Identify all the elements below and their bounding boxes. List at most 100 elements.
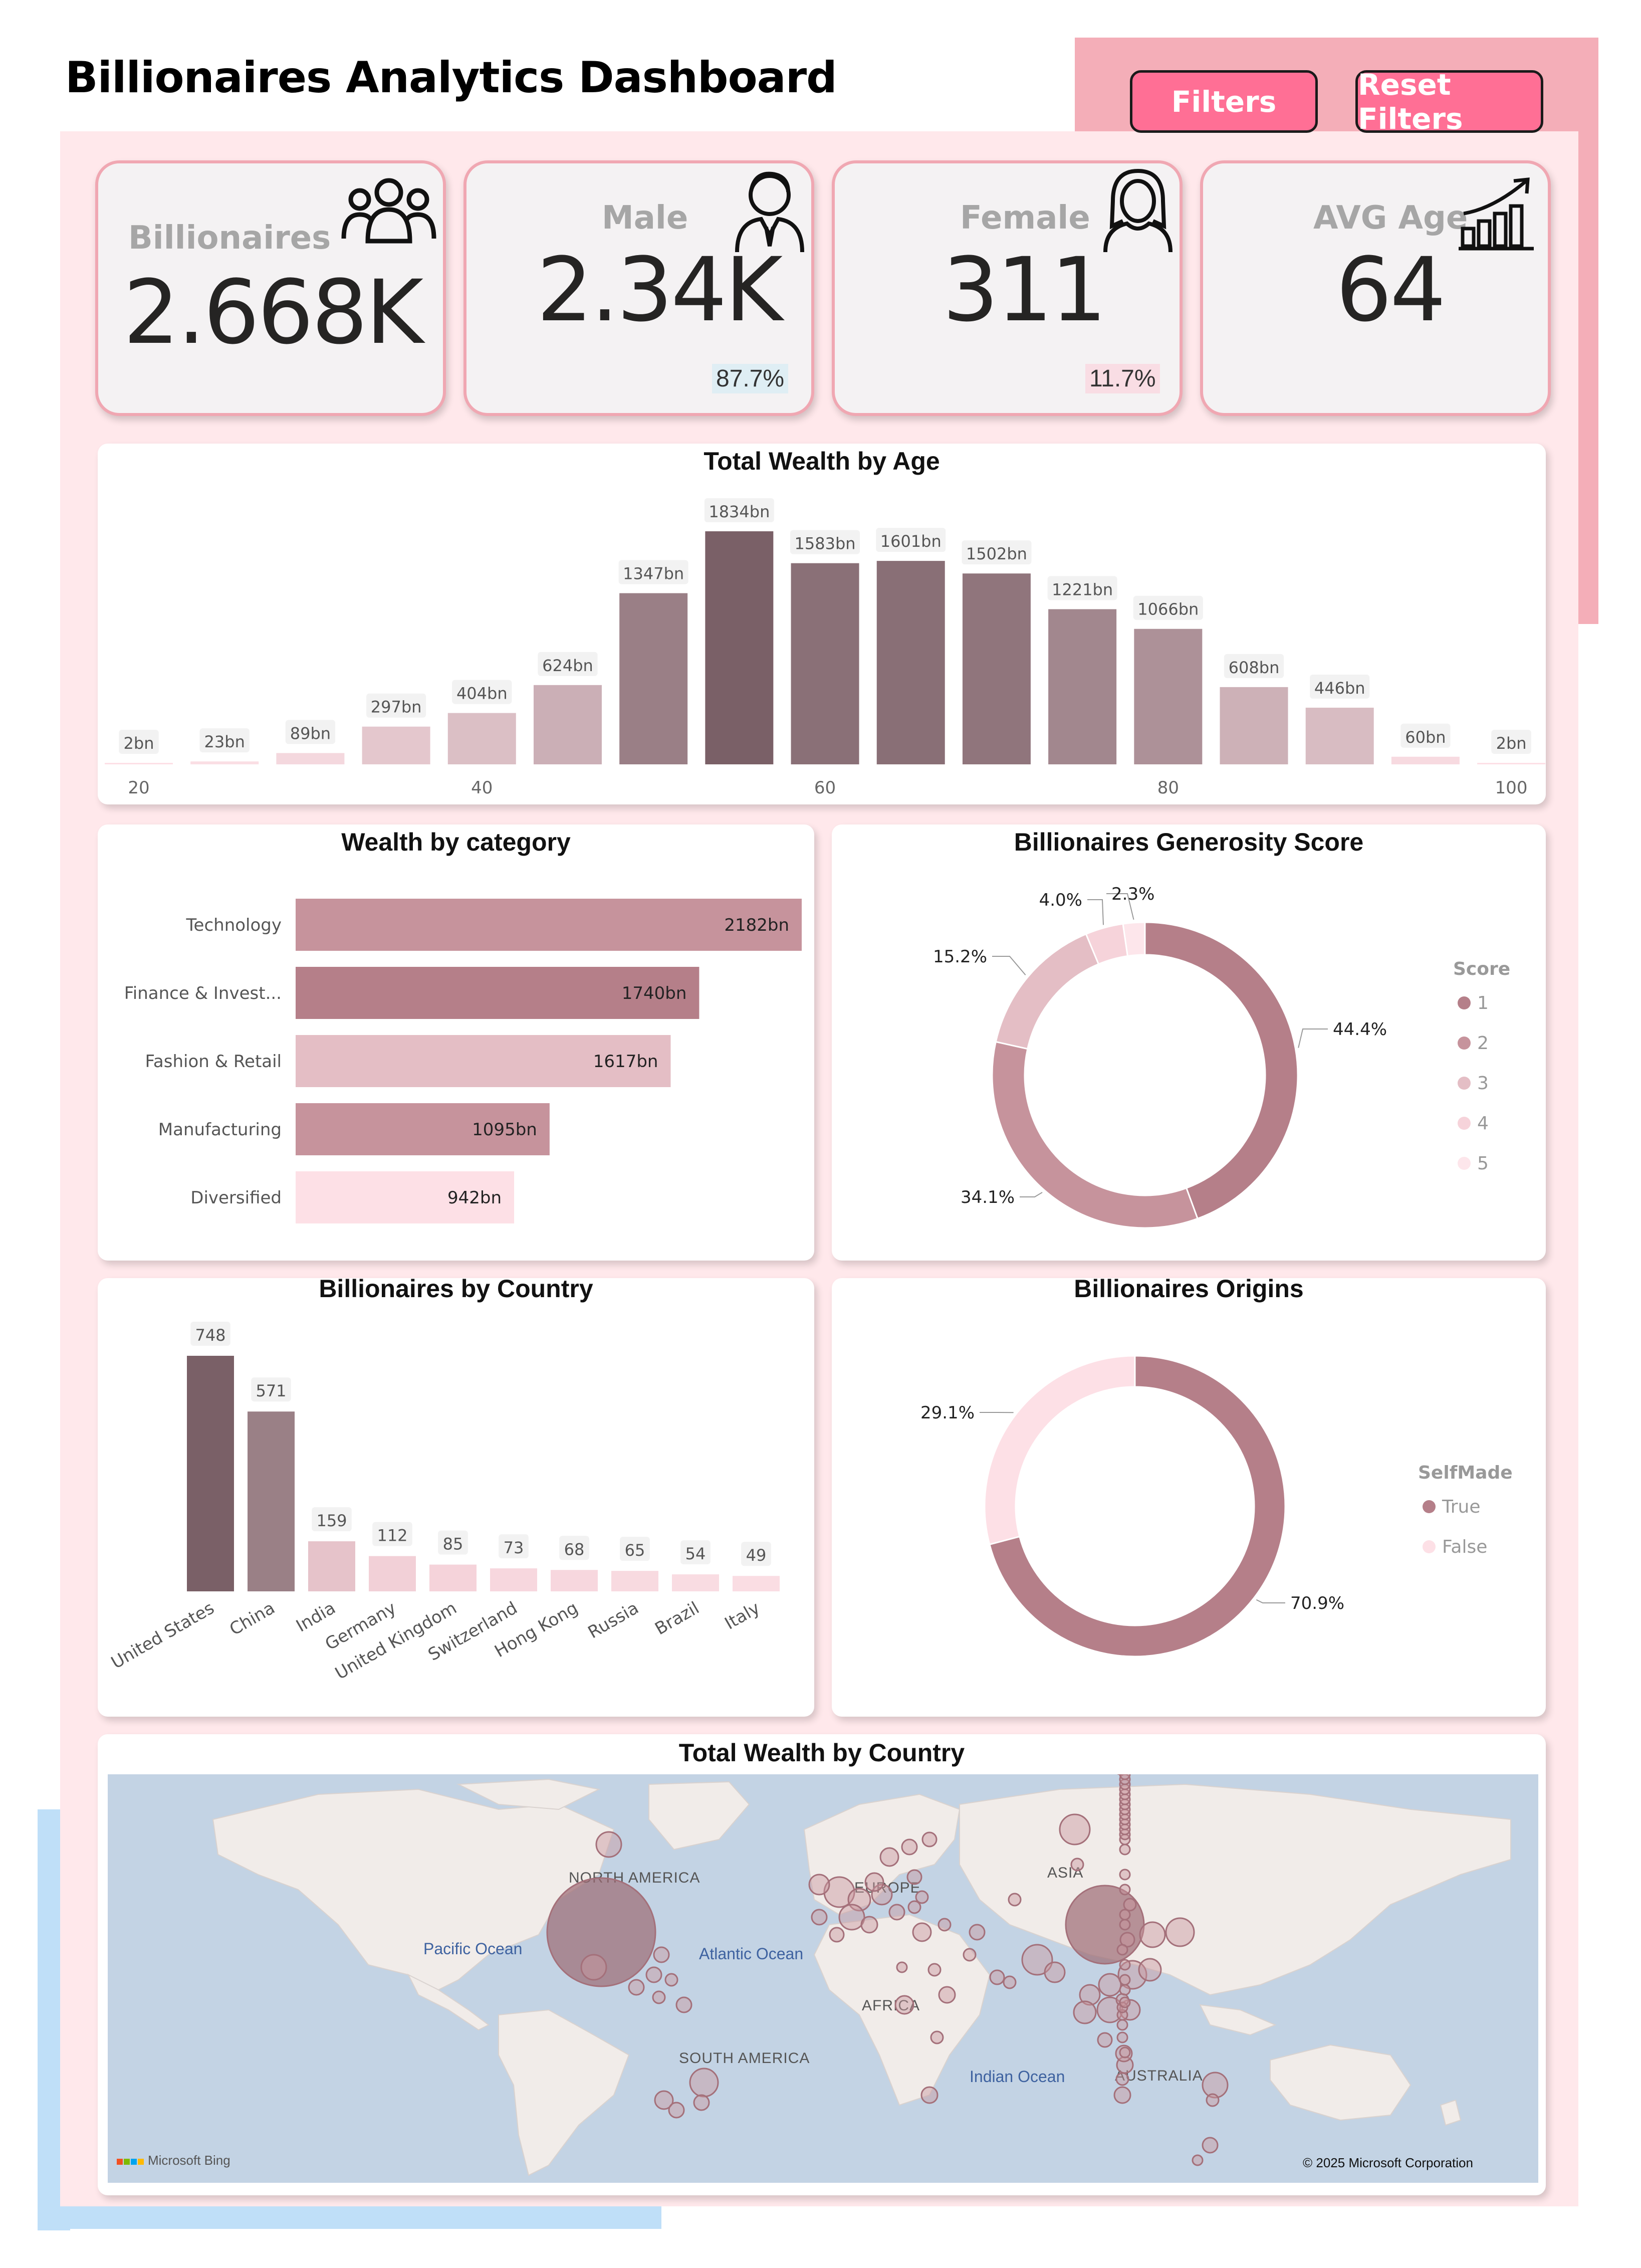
bubble[interactable]: [668, 2102, 685, 2119]
bubble[interactable]: [937, 1918, 952, 1932]
country-bar[interactable]: [490, 1568, 537, 1591]
age-bar[interactable]: [1305, 707, 1374, 764]
bubble[interactable]: [1119, 1884, 1131, 1896]
donut-slice[interactable]: [1144, 921, 1299, 1220]
bubble[interactable]: [879, 1847, 899, 1867]
bubble[interactable]: [653, 1946, 670, 1963]
bubble[interactable]: [906, 1869, 922, 1885]
bubble[interactable]: [595, 1831, 622, 1858]
country-bar[interactable]: [733, 1576, 780, 1591]
bubble[interactable]: [1116, 1944, 1128, 1956]
bubble[interactable]: [1119, 1984, 1131, 1996]
country-bar[interactable]: [551, 1570, 598, 1591]
bubble[interactable]: [1202, 2072, 1229, 2099]
bubble[interactable]: [1021, 1944, 1053, 1976]
age-bar[interactable]: [362, 726, 430, 764]
bubble[interactable]: [829, 1927, 845, 1943]
bubble[interactable]: [901, 1838, 918, 1855]
bubble[interactable]: [1119, 1869, 1131, 1881]
legend-marker[interactable]: [1423, 1540, 1436, 1553]
bubble[interactable]: [1202, 2137, 1219, 2154]
donut-slice[interactable]: [1122, 921, 1146, 957]
bubble[interactable]: [654, 2090, 674, 2110]
category-bar[interactable]: [296, 1035, 671, 1087]
bubble[interactable]: [1070, 1858, 1084, 1872]
bubble[interactable]: [1003, 1975, 1017, 1989]
bubble[interactable]: [1116, 2031, 1128, 2043]
category-bar[interactable]: [296, 1103, 550, 1155]
country-bar[interactable]: [611, 1571, 658, 1591]
bubble[interactable]: [930, 2030, 944, 2044]
bubble[interactable]: [664, 1973, 678, 1987]
bubble[interactable]: [811, 1909, 828, 1926]
age-bar[interactable]: [1220, 687, 1288, 764]
bubble[interactable]: [1044, 1961, 1066, 1983]
bubble[interactable]: [1097, 2032, 1113, 2048]
bubble[interactable]: [1119, 2046, 1131, 2058]
bubble[interactable]: [1119, 1959, 1131, 1971]
country-bar[interactable]: [429, 1564, 477, 1591]
bubble[interactable]: [907, 1900, 921, 1914]
bubble[interactable]: [920, 2086, 939, 2104]
bubble[interactable]: [1119, 1974, 1131, 1986]
donut-slice[interactable]: [989, 1355, 1286, 1658]
bubble[interactable]: [894, 1995, 914, 2015]
bubble[interactable]: [838, 1904, 865, 1931]
bubble[interactable]: [808, 1874, 830, 1896]
bubble[interactable]: [969, 1924, 986, 1941]
legend-marker[interactable]: [1423, 1500, 1436, 1513]
bubble[interactable]: [1119, 1932, 1135, 1948]
bubble[interactable]: [1206, 2093, 1220, 2107]
bubble[interactable]: [675, 1996, 692, 2013]
bubble[interactable]: [580, 1954, 607, 1981]
category-bar[interactable]: [296, 967, 699, 1019]
bubble[interactable]: [989, 1969, 1005, 1985]
legend-marker[interactable]: [1458, 1077, 1471, 1090]
bubble[interactable]: [1119, 1919, 1131, 1931]
bubble[interactable]: [1008, 1893, 1022, 1907]
bubble[interactable]: [888, 1904, 905, 1921]
bubble-united-states[interactable]: [546, 1877, 656, 1987]
bubble[interactable]: [652, 1990, 666, 2004]
country-bar[interactable]: [672, 1574, 719, 1591]
bubble[interactable]: [1098, 1973, 1122, 1997]
bubble[interactable]: [823, 1876, 855, 1908]
bubble[interactable]: [1119, 1774, 1131, 1780]
country-bar[interactable]: [187, 1356, 234, 1591]
bubble[interactable]: [921, 1831, 937, 1847]
bubble-china[interactable]: [1065, 1885, 1145, 1965]
age-bar[interactable]: [705, 531, 774, 764]
category-bar[interactable]: [296, 1171, 515, 1223]
bubble[interactable]: [1079, 1984, 1101, 2006]
bubble[interactable]: [1115, 2044, 1133, 2063]
bubble[interactable]: [864, 1872, 884, 1892]
bubble[interactable]: [628, 1979, 645, 1996]
country-bar[interactable]: [369, 1556, 416, 1591]
bubble[interactable]: [860, 1916, 878, 1934]
bubble[interactable]: [1139, 1921, 1166, 1948]
country-bar[interactable]: [308, 1541, 355, 1591]
category-bar[interactable]: [296, 899, 802, 951]
filters-button[interactable]: Filters: [1130, 70, 1318, 133]
age-bar[interactable]: [1048, 609, 1117, 764]
age-bar[interactable]: [447, 713, 516, 764]
bubble[interactable]: [915, 1890, 929, 1904]
age-bar[interactable]: [791, 563, 859, 764]
age-bar[interactable]: [1391, 756, 1460, 764]
bubble[interactable]: [896, 1961, 908, 1973]
legend-marker[interactable]: [1458, 1037, 1471, 1050]
bubble[interactable]: [1119, 1909, 1131, 1921]
bubble[interactable]: [927, 1963, 942, 1977]
legend-marker[interactable]: [1458, 1157, 1471, 1170]
age-bar[interactable]: [876, 561, 945, 764]
age-bar[interactable]: [276, 753, 345, 764]
bubble[interactable]: [1165, 1917, 1195, 1947]
bubble[interactable]: [689, 2068, 719, 2098]
donut-slice[interactable]: [984, 1355, 1136, 1546]
bubble[interactable]: [1059, 1813, 1091, 1845]
age-bar[interactable]: [1477, 763, 1546, 764]
country-bar[interactable]: [248, 1411, 295, 1591]
age-bar[interactable]: [190, 761, 259, 764]
bubble[interactable]: [645, 1966, 662, 1983]
age-bar[interactable]: [533, 685, 602, 764]
